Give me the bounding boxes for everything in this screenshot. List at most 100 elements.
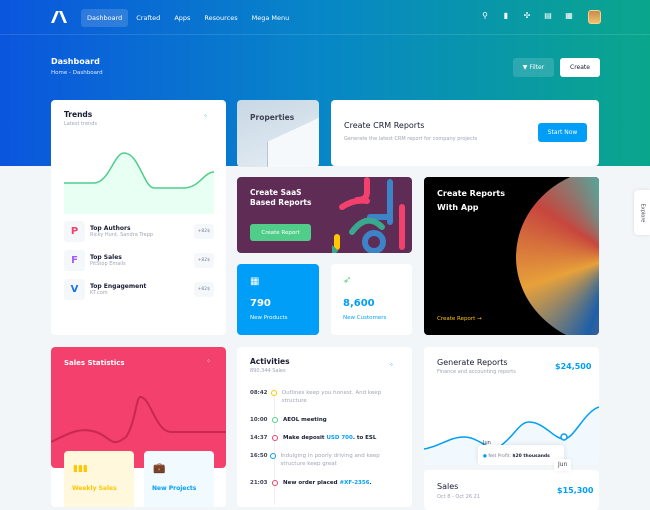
grid-icon: ▦ bbox=[250, 276, 260, 287]
list-item[interactable]: F Top Sales PitStop Emails +82$ bbox=[64, 250, 214, 271]
create-report-button[interactable]: Create Report bbox=[250, 224, 311, 241]
item-name: Top Engagement bbox=[90, 283, 147, 290]
activities-title: Activities bbox=[250, 357, 290, 366]
avatar[interactable] bbox=[588, 10, 601, 24]
item-time: 14:37 bbox=[250, 435, 268, 441]
toolbar-icons: ⚲ ▮ ✣ ▤ ▦ bbox=[480, 11, 574, 20]
menu-icon[interactable]: ⁘ bbox=[203, 113, 209, 120]
weekly-sales-tile[interactable]: ▮▮▮ Weekly Sales bbox=[64, 451, 134, 507]
text-pre: New order placed bbox=[283, 480, 340, 486]
list-item[interactable]: P Top Authors Ricky Hunt, Sandra Trepp +82$ bbox=[64, 221, 214, 242]
vimeo-icon: V bbox=[64, 279, 85, 300]
pinterest-icon: P bbox=[64, 221, 85, 242]
item-name: Top Authors bbox=[90, 225, 131, 232]
item-sub: PitStop Emails bbox=[90, 261, 126, 267]
activities-card: Activities 890,344 Sales ⁘ 08:42 Outlines… bbox=[237, 347, 412, 507]
app-title: Create Reports With App bbox=[437, 187, 505, 215]
sales-title: Sales bbox=[437, 482, 459, 491]
saas-card: Create SaaS Based Reports Create Report bbox=[237, 177, 412, 253]
generate-subtitle: Finance and accounting reports bbox=[437, 369, 516, 375]
breadcrumb-current: Dashboard bbox=[72, 70, 103, 76]
item-sub: KT.com bbox=[90, 290, 108, 296]
status-dot bbox=[269, 453, 276, 459]
item-badge: +82$ bbox=[193, 224, 214, 239]
tooltip-value: $20 thousands bbox=[512, 454, 550, 459]
item-name: Top Sales bbox=[90, 254, 122, 261]
activities-subtitle: 890,344 Sales bbox=[250, 368, 286, 374]
timeline-line bbox=[274, 395, 275, 505]
item-text: Indulging in poorly driving and keep str… bbox=[280, 453, 380, 467]
generate-title: Generate Reports bbox=[437, 358, 508, 367]
item-time: 08:42 bbox=[250, 390, 268, 396]
chart-tooltip: Jun ● Net Profit: $20 thousands bbox=[478, 440, 564, 465]
main-nav: Dashboard Crafted Apps Resources Mega Me… bbox=[81, 9, 295, 27]
bar-chart-icon: ▮▮▮ bbox=[73, 464, 88, 474]
timeline-item: 16:50 Indulging in poorly driving and kee… bbox=[250, 453, 400, 468]
item-time: 21:03 bbox=[250, 480, 268, 486]
text-pre: Make deposit bbox=[283, 435, 327, 441]
trends-chart bbox=[64, 152, 214, 214]
filter-label: Filter bbox=[529, 64, 545, 71]
nav-crafted[interactable]: Crafted bbox=[136, 14, 161, 22]
tooltip-month: Jun bbox=[483, 440, 491, 446]
item-text: AEOL meeting bbox=[283, 417, 327, 423]
crm-title: Create CRM Reports bbox=[344, 121, 425, 130]
customers-value: 8,600 bbox=[343, 298, 375, 309]
chat-icon[interactable]: ▤ bbox=[544, 11, 552, 20]
link-label: Create Report bbox=[437, 316, 476, 322]
menu-icon[interactable]: ⁘ bbox=[389, 362, 395, 369]
tooltip-body: ● Net Profit: $20 thousands bbox=[483, 454, 550, 459]
grid-icon[interactable]: ▦ bbox=[565, 11, 573, 20]
item-text: New order placed #XF-2356. bbox=[283, 479, 372, 487]
item-sub: Ricky Hunt, Sandra Trepp bbox=[90, 232, 154, 238]
breadcrumb: Home - Dashboard bbox=[51, 70, 103, 76]
tile-label: Weekly Sales bbox=[72, 485, 117, 492]
menu-icon[interactable]: ⁘ bbox=[206, 358, 212, 365]
saas-title-line1: Create SaaS bbox=[250, 188, 302, 197]
app-card: Create Reports With App Create Report → bbox=[424, 177, 599, 335]
filter-button[interactable]: ▼ Filter bbox=[513, 58, 554, 77]
status-dot bbox=[272, 480, 278, 486]
x-axis-label: Jun bbox=[554, 459, 572, 471]
chart-icon[interactable]: ▮ bbox=[503, 11, 509, 20]
nav-apps[interactable]: Apps bbox=[174, 14, 191, 22]
status-dot bbox=[272, 417, 278, 423]
create-button[interactable]: Create bbox=[560, 58, 600, 77]
products-label: New Products bbox=[250, 315, 288, 321]
series-dot-icon: ● bbox=[483, 454, 487, 459]
app-title-line2: With App bbox=[437, 203, 479, 212]
nav-mega-menu[interactable]: Mega Menu bbox=[251, 14, 290, 22]
logo[interactable] bbox=[51, 11, 67, 23]
timeline-item: 21:03 New order placed #XF-2356. bbox=[250, 480, 400, 487]
nav-resources[interactable]: Resources bbox=[204, 14, 238, 22]
nav-dashboard[interactable]: Dashboard bbox=[81, 9, 129, 27]
app-title-line1: Create Reports bbox=[437, 189, 506, 198]
tooltip-label: Net Profit: bbox=[488, 454, 511, 459]
properties-card[interactable]: Properties bbox=[237, 100, 319, 167]
item-badge: +82$ bbox=[193, 253, 214, 268]
status-dot bbox=[272, 435, 278, 441]
text-post: . to ESL bbox=[352, 435, 377, 441]
properties-title: Properties bbox=[250, 113, 295, 122]
item-text: Make deposit USD 700. to ESL bbox=[283, 434, 376, 442]
timeline-item: 10:00 AEOL meeting bbox=[250, 417, 400, 424]
crm-subtitle: Generate the latest CRM report for compa… bbox=[344, 136, 478, 142]
list-item[interactable]: V Top Engagement KT.com +82$ bbox=[64, 279, 214, 300]
search-icon[interactable]: ⚲ bbox=[482, 11, 488, 20]
app-create-report-link[interactable]: Create Report → bbox=[437, 316, 482, 322]
products-card: ▦ 790 New Products bbox=[237, 264, 319, 335]
briefcase-icon: 💼 bbox=[153, 463, 166, 474]
deposit-link[interactable]: USD 700 bbox=[326, 435, 353, 441]
order-link[interactable]: #XF-2356 bbox=[339, 480, 370, 486]
new-projects-tile[interactable]: 💼 New Projects bbox=[144, 451, 214, 507]
sales-card: Sales Oct 8 - Oct 26 21 $15,300 bbox=[424, 470, 599, 510]
explore-tab[interactable]: Explore bbox=[634, 190, 650, 235]
start-now-button[interactable]: Start Now bbox=[538, 123, 587, 142]
sales-stats-title: Sales Statistics bbox=[64, 359, 125, 367]
item-badge: +82$ bbox=[193, 282, 214, 297]
timeline-item: 14:37 Make deposit USD 700. to ESL bbox=[250, 435, 400, 442]
breadcrumb-home[interactable]: Home bbox=[51, 70, 68, 76]
network-icon[interactable]: ✣ bbox=[523, 11, 531, 20]
sales-stats-chart bbox=[51, 395, 226, 444]
timeline-item: 08:42 Outlines keep you honest. And keep … bbox=[250, 390, 400, 405]
